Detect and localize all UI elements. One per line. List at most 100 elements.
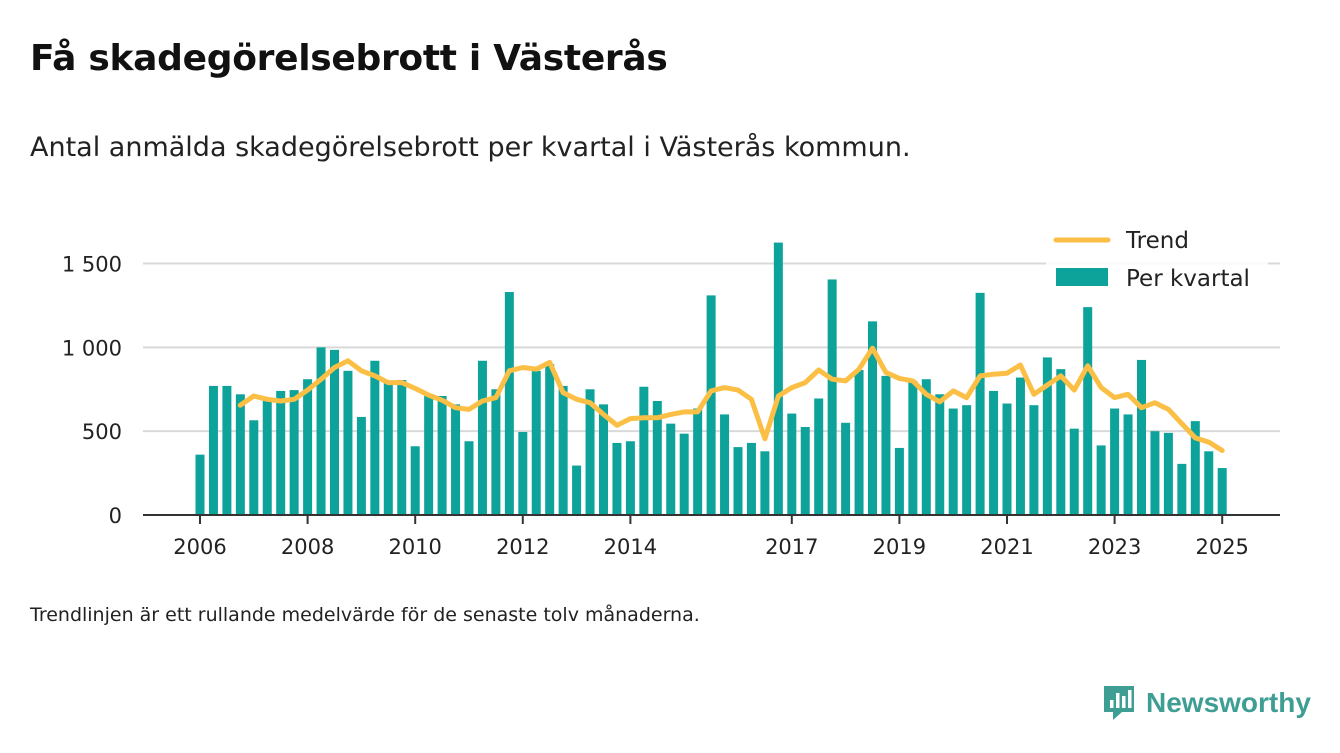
bar: [639, 386, 649, 515]
bar: [504, 292, 514, 515]
bar: [1163, 432, 1173, 515]
axes: 2006 2008 2010 2012 2014 2017 2019 2021 2023 2025: [143, 514, 1280, 559]
bar: [1150, 431, 1160, 515]
legend-bar-swatch: [1056, 268, 1108, 286]
brand-name: Newsworthy: [1146, 687, 1311, 718]
bar: [720, 414, 730, 515]
bar: [397, 380, 407, 515]
bar: [1204, 451, 1214, 515]
trend-series: [237, 345, 1225, 453]
x-tick-label: 2012: [496, 535, 549, 559]
bar: [1056, 369, 1066, 515]
y-tick-label: 0: [109, 504, 122, 528]
bar: [356, 416, 366, 515]
bar: [330, 349, 339, 515]
bar: [612, 442, 622, 515]
bar: [948, 408, 958, 515]
bar: [652, 401, 662, 515]
bar: [1096, 445, 1106, 515]
x-tick-label: 2010: [388, 535, 441, 559]
bar: [208, 385, 218, 515]
bar: [841, 422, 851, 515]
bar: [1069, 428, 1079, 515]
x-tick-label: 2021: [980, 535, 1033, 559]
bar: [733, 447, 743, 515]
bar: [235, 394, 245, 515]
bar: [249, 420, 259, 515]
bar: [1083, 307, 1093, 515]
bar: [1177, 463, 1187, 515]
brand-logo[interactable]: Newsworthy: [1102, 683, 1311, 723]
footnote: Trendlinjen är ett rullande medelvärde f…: [30, 604, 700, 626]
bar: [894, 447, 904, 515]
bar: [975, 292, 985, 515]
bar: [706, 295, 716, 515]
bar: [962, 405, 972, 515]
bar: [477, 360, 487, 515]
bar: [289, 390, 299, 515]
bar: [572, 465, 582, 515]
trend-line: [237, 345, 1225, 453]
bar: [935, 394, 945, 515]
bar: [868, 321, 877, 515]
bar: [693, 408, 703, 515]
legend-trend-label: Trend: [1125, 228, 1189, 254]
chart-area: 0 500 1 000 1 500 2006 2008 2010 2012 2014 2017 2…: [61, 224, 1280, 559]
x-tick-label: 2014: [604, 535, 657, 559]
legend-bar-label: Per kvartal: [1126, 266, 1250, 292]
x-tick-label: 2019: [873, 535, 926, 559]
bar: [424, 395, 434, 515]
bar: [881, 375, 891, 515]
bar: [545, 364, 555, 515]
bar: [679, 433, 689, 515]
y-tick-label: 500: [82, 420, 122, 444]
legend: Trend Per kvartal: [1046, 224, 1268, 302]
bar: [787, 413, 797, 515]
x-tick-label: 2023: [1088, 535, 1141, 559]
bar: [1002, 403, 1012, 515]
bar: [1029, 405, 1039, 515]
y-tick-label: 1 500: [62, 253, 122, 277]
bar: [343, 370, 353, 515]
bar: [989, 390, 999, 515]
bar: [908, 380, 918, 515]
bar: [666, 423, 676, 515]
bar: [921, 379, 931, 515]
bar: [1015, 377, 1025, 515]
bar: [800, 426, 810, 515]
newsworthy-logo-icon: [1104, 686, 1134, 720]
bar: [531, 370, 541, 515]
bar: [276, 390, 286, 515]
bar: [1123, 414, 1133, 515]
bar-series: [195, 242, 1227, 515]
x-tick-label: 2006: [173, 535, 226, 559]
bar: [773, 242, 783, 515]
bar: [1042, 357, 1052, 515]
bar: [1137, 359, 1146, 515]
bar: [451, 404, 461, 515]
y-tick-label: 1 000: [62, 336, 122, 360]
bar: [383, 380, 393, 515]
bar: [370, 360, 380, 515]
bar: [599, 404, 608, 515]
x-tick-label: 2017: [765, 535, 818, 559]
bar: [827, 279, 837, 515]
chart-title: Få skadegörelsebrott i Västerås: [30, 38, 668, 79]
bar: [760, 451, 770, 515]
bar: [316, 347, 326, 515]
bar: [854, 369, 864, 515]
bar: [262, 399, 272, 515]
bar: [585, 389, 595, 515]
bar: [222, 385, 232, 515]
bar: [814, 398, 824, 515]
bar: [195, 454, 205, 515]
x-tick-label: 2008: [281, 535, 334, 559]
bar: [410, 446, 420, 515]
bar: [1190, 421, 1200, 515]
bar: [303, 379, 313, 515]
bar: [1217, 468, 1227, 515]
legend-background: [1046, 224, 1268, 302]
bar: [491, 389, 501, 515]
bar: [437, 395, 447, 515]
chart-subtitle: Antal anmälda skadegörelsebrott per kvar…: [30, 132, 911, 163]
